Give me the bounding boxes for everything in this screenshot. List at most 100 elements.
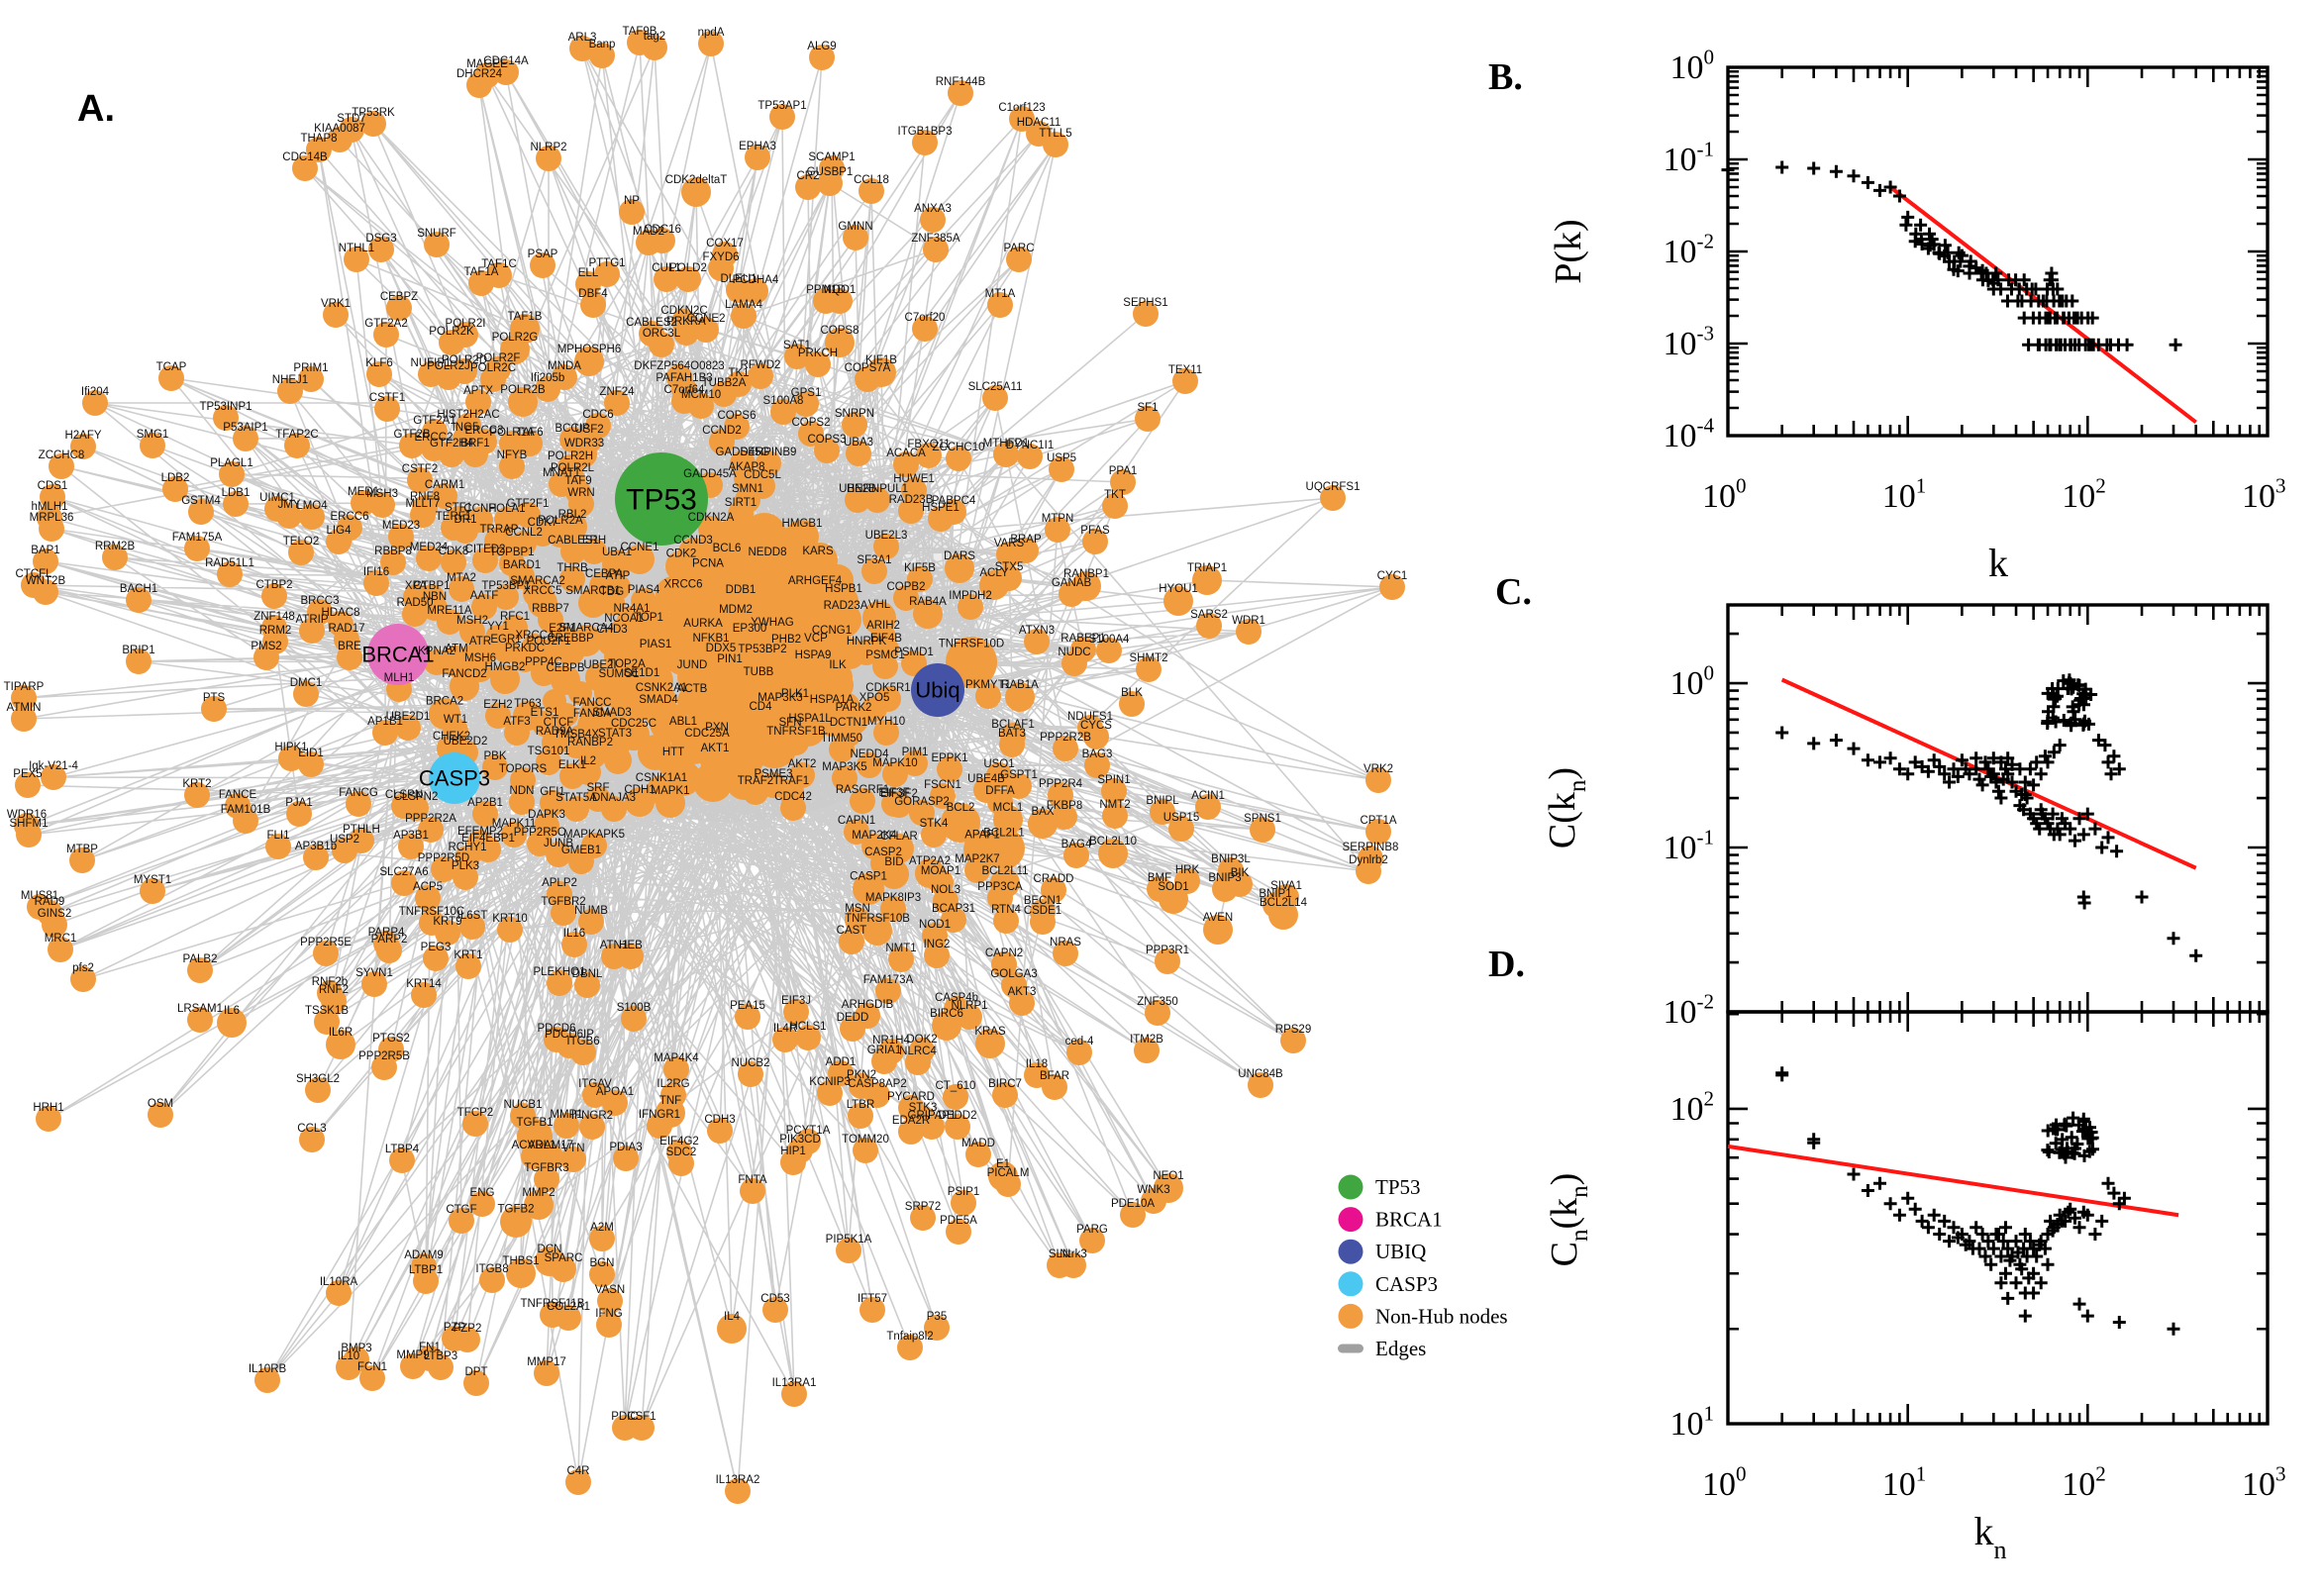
gene-node[interactable] [510, 767, 536, 793]
gene-node[interactable] [277, 378, 303, 404]
gene-node[interactable] [859, 1297, 885, 1323]
gene-node[interactable] [523, 578, 553, 608]
gene-node[interactable] [253, 645, 279, 670]
gene-node[interactable] [560, 539, 586, 564]
gene-node[interactable] [559, 566, 585, 592]
gene-node[interactable] [585, 413, 611, 439]
gene-node[interactable] [618, 719, 650, 750]
gene-node[interactable] [582, 745, 606, 768]
gene-node[interactable] [509, 789, 535, 815]
gene-node[interactable] [485, 703, 511, 729]
gene-node[interactable] [907, 566, 933, 592]
gene-node[interactable] [650, 703, 689, 743]
gene-node[interactable] [1009, 106, 1035, 132]
gene-node[interactable] [581, 539, 607, 564]
gene-node[interactable] [437, 609, 462, 635]
gene-node[interactable] [1053, 941, 1078, 966]
gene-node[interactable] [1168, 816, 1194, 842]
gene-node[interactable] [1045, 517, 1070, 543]
gene-node[interactable] [499, 431, 525, 456]
gene-node[interactable] [924, 1315, 950, 1341]
gene-node[interactable] [1236, 619, 1262, 645]
gene-node[interactable] [1203, 915, 1233, 945]
gene-node[interactable] [450, 671, 479, 701]
gene-node[interactable] [912, 130, 938, 155]
gene-node[interactable] [602, 1090, 628, 1116]
hub-node-ubiq[interactable] [911, 663, 964, 717]
gene-node[interactable] [783, 999, 809, 1025]
gene-node[interactable] [1061, 650, 1087, 676]
gene-node[interactable] [964, 857, 990, 883]
gene-node[interactable] [965, 1142, 991, 1167]
gene-node[interactable] [33, 549, 58, 574]
gene-node[interactable] [582, 1082, 608, 1108]
gene-node[interactable] [1017, 444, 1043, 469]
gene-node[interactable] [561, 932, 587, 957]
gene-node[interactable] [417, 1346, 443, 1371]
gene-node[interactable] [893, 451, 919, 477]
gene-node[interactable] [148, 1102, 173, 1128]
gene-node[interactable] [691, 537, 727, 572]
gene-node[interactable] [313, 941, 339, 966]
gene-node[interactable] [818, 709, 846, 737]
hub-node-casp3[interactable] [429, 752, 480, 804]
gene-node[interactable] [288, 540, 314, 565]
gene-node[interactable] [1028, 809, 1058, 839]
gene-node[interactable] [864, 487, 890, 513]
gene-node[interactable] [298, 366, 324, 392]
gene-node[interactable] [780, 1149, 806, 1175]
gene-node[interactable] [455, 953, 481, 979]
gene-node[interactable] [946, 446, 971, 471]
gene-node[interactable] [480, 366, 506, 392]
gene-node[interactable] [40, 484, 65, 510]
gene-node[interactable] [472, 801, 498, 827]
gene-node[interactable] [804, 675, 840, 711]
gene-node[interactable] [462, 442, 488, 467]
gene-node[interactable] [536, 640, 561, 665]
gene-node[interactable] [656, 788, 685, 818]
gene-node[interactable] [187, 957, 213, 983]
gene-node[interactable] [589, 43, 615, 68]
gene-node[interactable] [506, 1258, 536, 1288]
gene-node[interactable] [439, 442, 464, 467]
gene-node[interactable] [459, 619, 485, 645]
gene-node[interactable] [359, 1365, 385, 1391]
gene-node[interactable] [822, 564, 854, 596]
gene-node[interactable] [219, 461, 245, 487]
gene-node[interactable] [568, 848, 594, 874]
gene-node[interactable] [317, 980, 343, 1006]
gene-node[interactable] [772, 527, 812, 566]
gene-node[interactable] [668, 1150, 694, 1176]
gene-node[interactable] [597, 1288, 623, 1314]
gene-node[interactable] [482, 754, 508, 780]
gene-node[interactable] [48, 937, 73, 962]
gene-node[interactable] [454, 846, 480, 871]
gene-node[interactable] [857, 752, 882, 778]
gene-node[interactable] [957, 1004, 982, 1030]
gene-node[interactable] [745, 145, 770, 170]
gene-node[interactable] [536, 146, 561, 171]
gene-node[interactable] [738, 1061, 763, 1087]
gene-node[interactable] [1102, 803, 1128, 829]
gene-node[interactable] [599, 590, 625, 616]
gene-node[interactable] [951, 1190, 976, 1216]
gene-node[interactable] [638, 598, 669, 630]
gene-node[interactable] [372, 720, 398, 746]
gene-node[interactable] [292, 155, 318, 181]
gene-node[interactable] [1082, 529, 1108, 554]
gene-node[interactable] [912, 316, 938, 342]
gene-node[interactable] [941, 803, 980, 843]
gene-node[interactable] [604, 644, 632, 671]
gene-node[interactable] [784, 344, 810, 369]
gene-node[interactable] [557, 512, 587, 542]
gene-node[interactable] [725, 760, 764, 800]
gene-node[interactable] [568, 681, 592, 705]
gene-node[interactable] [327, 127, 353, 152]
gene-node[interactable] [361, 971, 387, 997]
gene-node[interactable] [556, 636, 585, 665]
gene-node[interactable] [540, 790, 565, 816]
gene-node[interactable] [568, 725, 592, 748]
gene-node[interactable] [346, 791, 371, 817]
gene-node[interactable] [602, 549, 632, 579]
gene-node[interactable] [756, 450, 781, 476]
